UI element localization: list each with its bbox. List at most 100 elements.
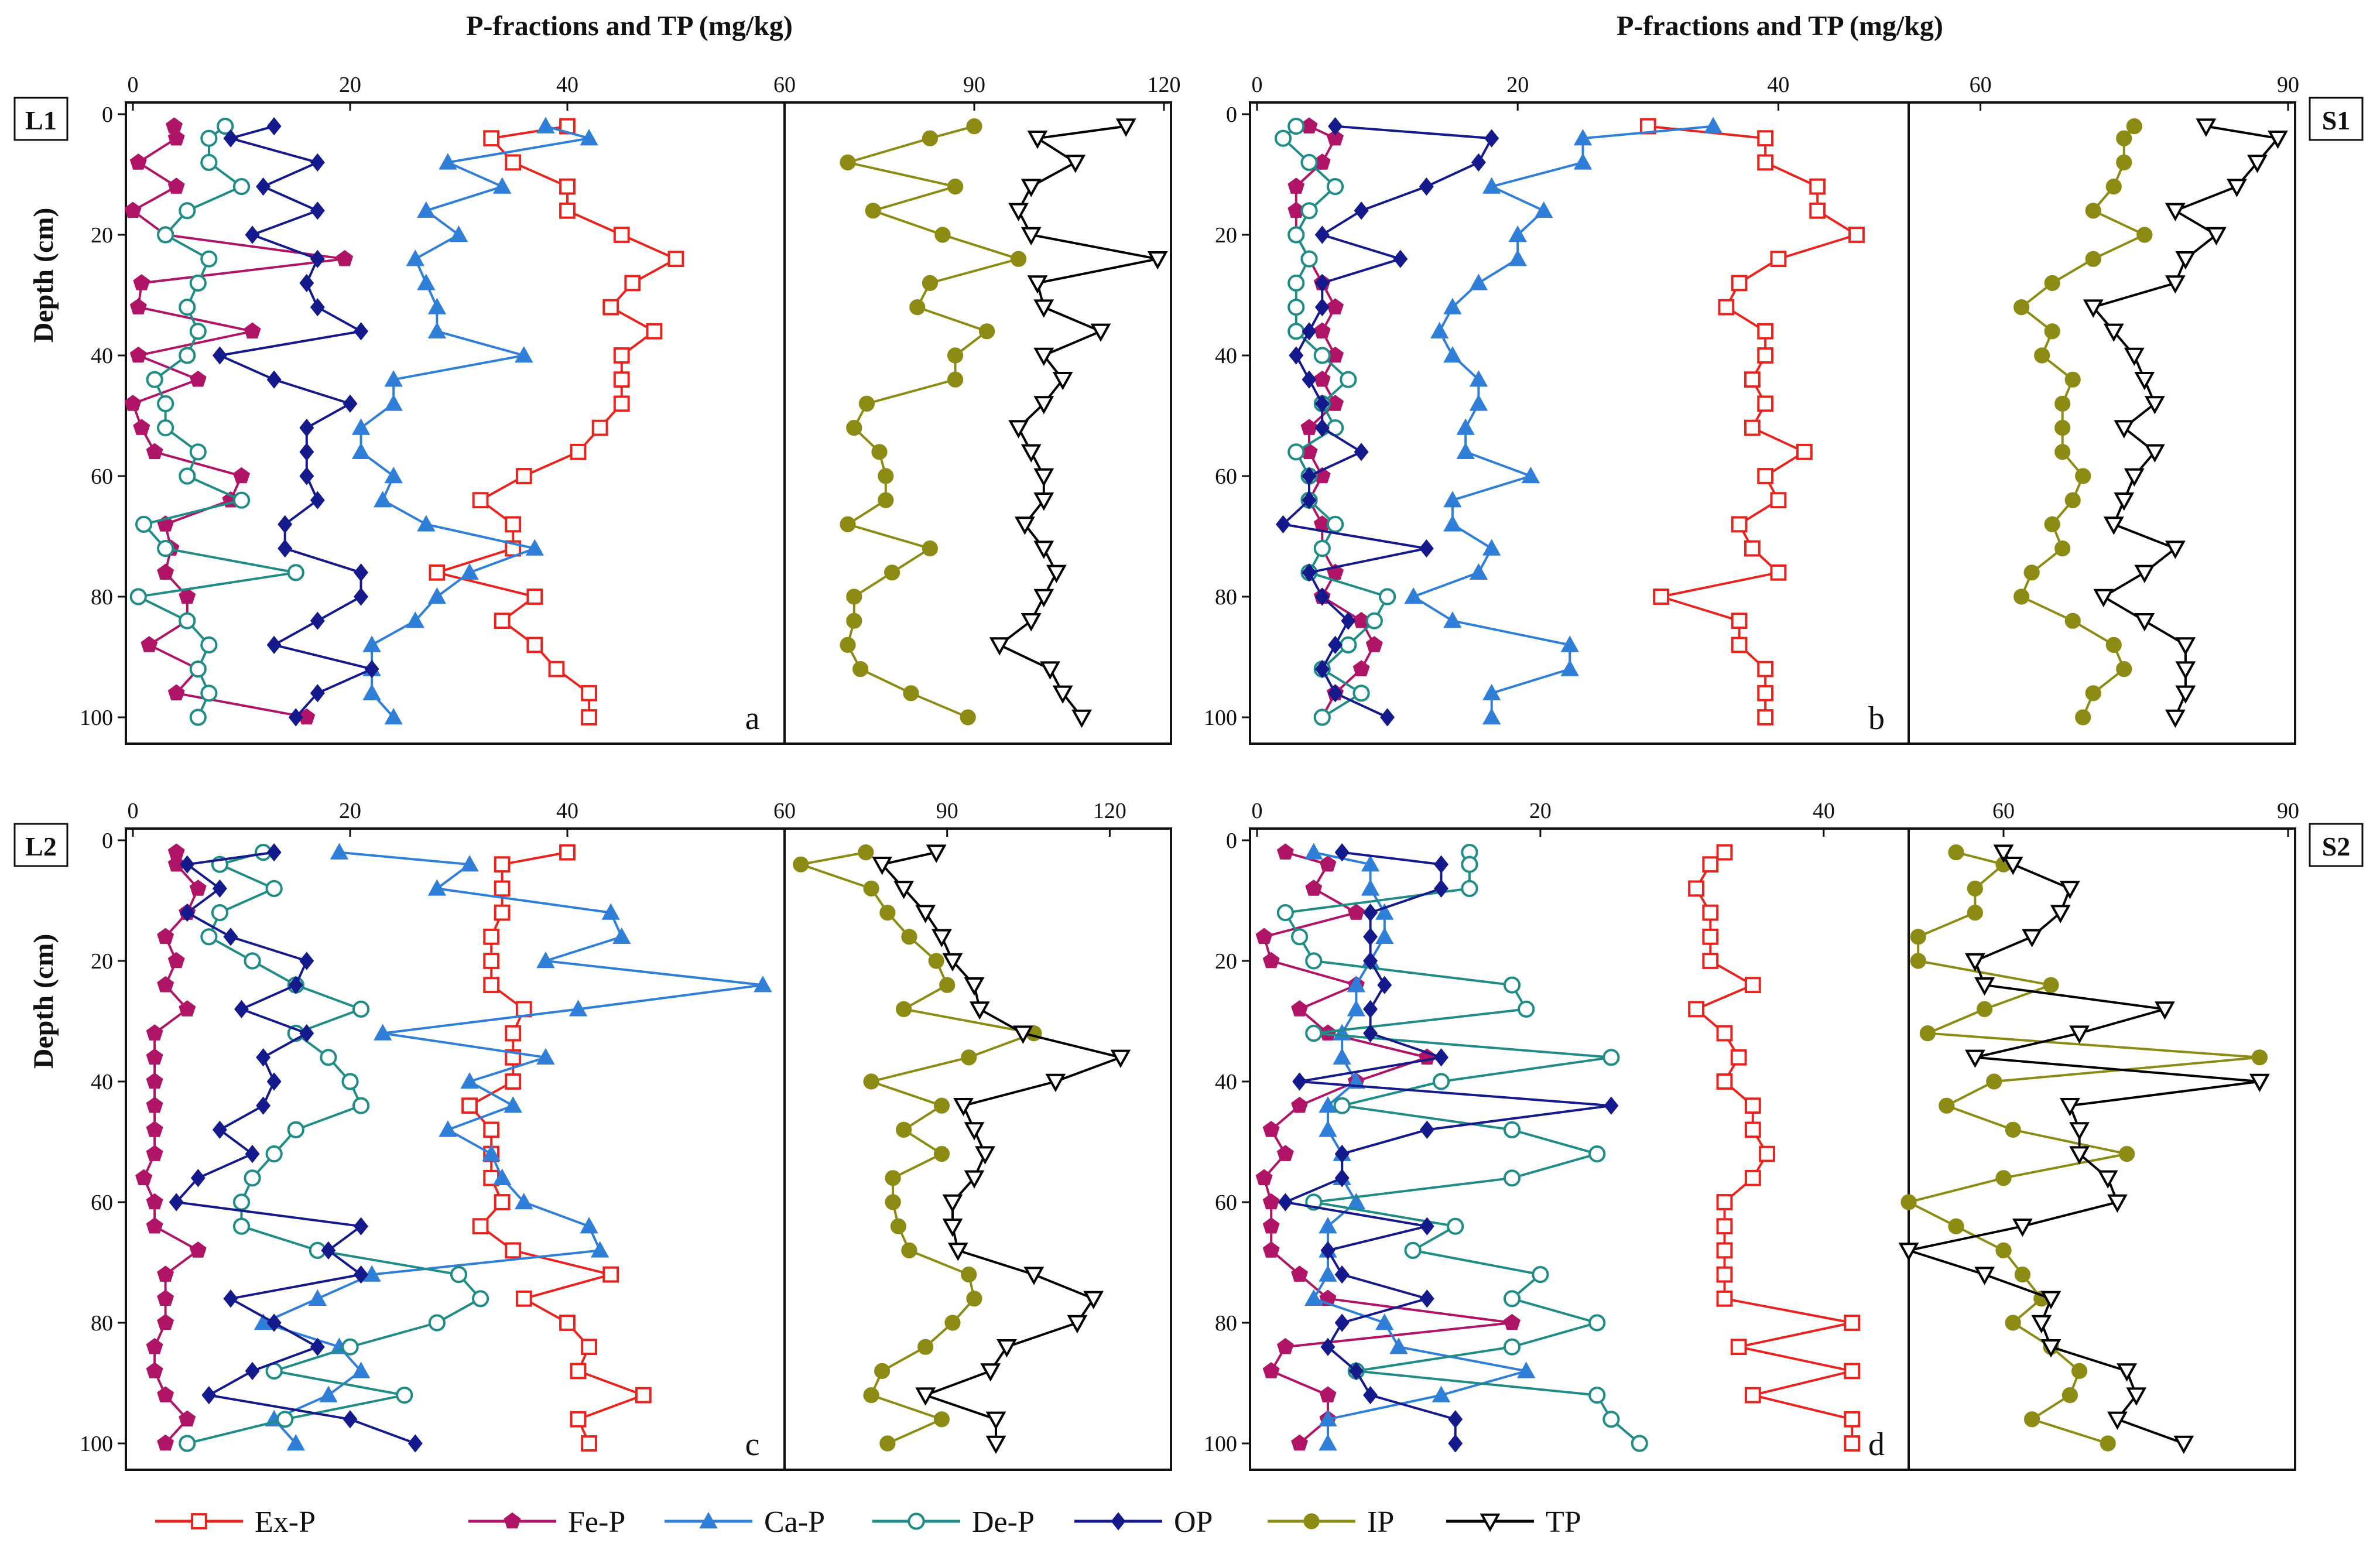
data-point (964, 977, 985, 996)
data-point (504, 1096, 522, 1113)
data-point (2134, 564, 2155, 583)
data-point (287, 1121, 304, 1139)
data-point (591, 419, 608, 436)
data-point (179, 298, 196, 316)
data-point (1314, 659, 1330, 679)
data-point (846, 420, 862, 436)
data-point (2044, 516, 2060, 533)
data-point (265, 1145, 283, 1163)
data-point (1327, 129, 1344, 146)
data-point (1334, 1144, 1350, 1164)
data-point (439, 1120, 457, 1137)
data-point (1919, 1025, 1936, 1042)
data-point (922, 130, 939, 146)
data-point (483, 977, 500, 994)
data-point (384, 370, 403, 387)
data-point (635, 1387, 652, 1404)
data-point (201, 1385, 217, 1405)
y-axis-label-top: Depth (cm) (28, 208, 59, 343)
data-point (966, 118, 982, 135)
data-point (1471, 153, 1486, 172)
data-point (1809, 178, 1826, 195)
data-point (505, 1242, 522, 1259)
data-point (1328, 117, 1343, 136)
data-point (515, 1001, 532, 1018)
data-point (2040, 1291, 2061, 1309)
data-point (1986, 1073, 2002, 1090)
data-point (129, 346, 147, 363)
data-point (1448, 1410, 1463, 1429)
data-point (310, 491, 325, 509)
x-tick-label: 20 (339, 799, 361, 823)
data-point (1704, 117, 1722, 134)
data-point (146, 1362, 163, 1378)
data-point (2126, 118, 2142, 135)
data-point (157, 226, 174, 244)
data-point (2060, 1098, 2080, 1117)
data-point (667, 251, 684, 268)
data-point (299, 418, 314, 437)
data-point (1688, 1001, 1704, 1018)
series-tp (989, 118, 1168, 728)
data-point (601, 903, 620, 920)
data-point (146, 1024, 163, 1041)
data-point (1948, 844, 1964, 861)
data-point (2064, 371, 2081, 388)
data-point (1052, 685, 1073, 704)
data-point (942, 1219, 963, 1237)
data-point (354, 587, 369, 606)
data-point (483, 953, 500, 969)
data-point (157, 1386, 174, 1402)
data-point (1521, 466, 1540, 484)
series-ex-p (1688, 844, 1861, 1452)
data-point (1744, 1097, 1761, 1114)
data-point (505, 516, 522, 533)
data-point (2075, 709, 2091, 726)
data-point (1023, 1267, 1045, 1285)
data-point (2136, 227, 2153, 243)
y-tick-label: 60 (1215, 464, 1237, 489)
data-point (2134, 613, 2155, 632)
data-point (1443, 491, 1462, 508)
data-point (200, 153, 218, 171)
data-point (396, 1387, 413, 1404)
data-point (2002, 857, 2023, 875)
data-point (1948, 1218, 1964, 1234)
data-point (964, 1170, 985, 1189)
data-point (1291, 1265, 1309, 1282)
data-point (1716, 1194, 1733, 1210)
data-point (1262, 1241, 1280, 1258)
data-point (1602, 1049, 1620, 1066)
site-label-box (2309, 823, 2364, 867)
data-point (2085, 251, 2101, 267)
data-point (1304, 1289, 1323, 1306)
data-point (166, 117, 183, 134)
data-point (157, 1265, 174, 1282)
data-point (885, 1170, 901, 1186)
panel-letter: d (1868, 1426, 1885, 1463)
data-point (310, 1337, 325, 1356)
data-point (1302, 322, 1317, 341)
data-point (1730, 1049, 1747, 1066)
plot-frame (1249, 101, 2296, 745)
data-point (189, 709, 207, 726)
legend-item-ca-p: Ca-P (665, 1505, 825, 1539)
data-point (146, 1145, 163, 1161)
data-point (146, 1121, 163, 1137)
y-tick-label: 80 (1215, 1311, 1237, 1336)
data-point (1560, 659, 1579, 676)
data-point (129, 153, 147, 170)
data-point (427, 321, 447, 338)
data-point (1365, 636, 1383, 652)
data-point (1262, 1217, 1280, 1234)
data-point (989, 637, 1010, 656)
data-point (1631, 1435, 1648, 1452)
data-point (2034, 347, 2050, 364)
data-point (179, 1435, 196, 1452)
data-point (384, 707, 403, 725)
data-point (1844, 1315, 1861, 1331)
data-point (613, 371, 630, 388)
legend-label: Ex-P (255, 1505, 316, 1539)
data-point (330, 843, 349, 860)
series-ex-p (461, 844, 652, 1452)
